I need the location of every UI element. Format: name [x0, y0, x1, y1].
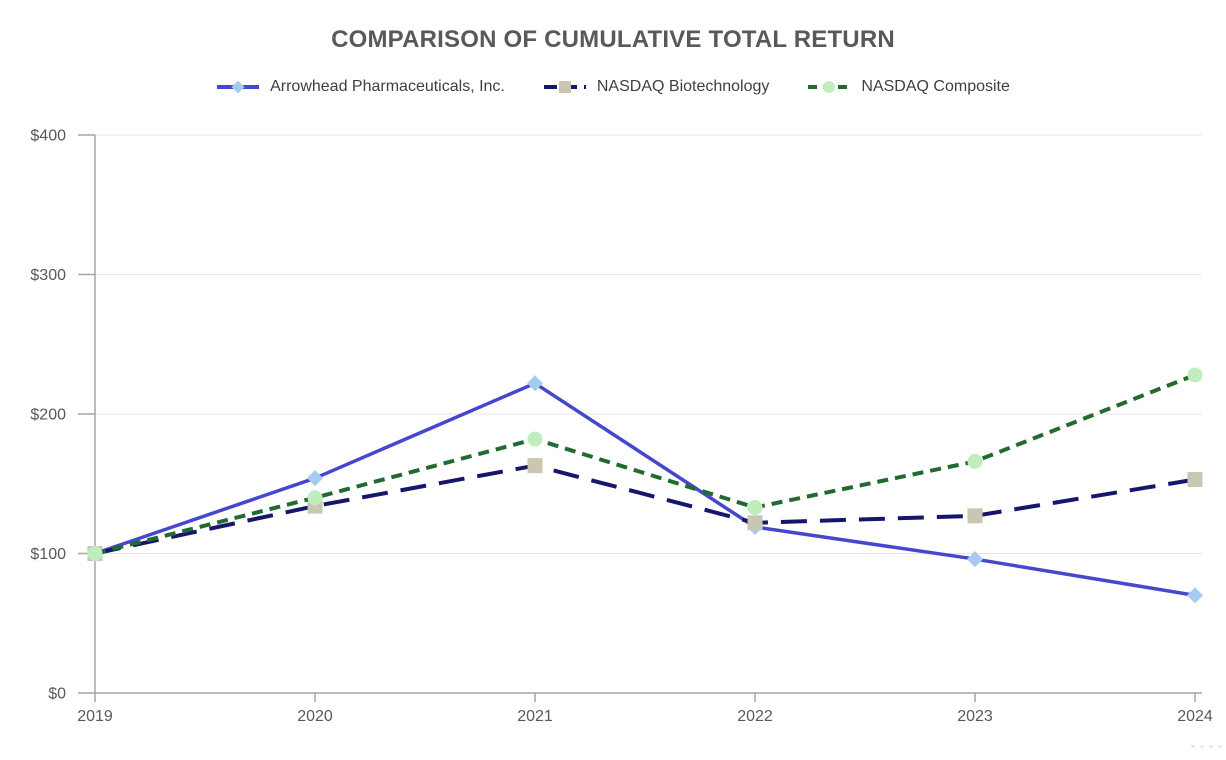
x-tick-label-2021: 2021 [517, 708, 553, 725]
square-marker-2021 [527, 458, 543, 474]
circle-marker-2021 [527, 431, 543, 447]
square-marker-2022 [747, 515, 763, 531]
legend-sample-marker [823, 81, 836, 93]
x-tick-label-2020: 2020 [297, 708, 333, 725]
chart-legend: Arrowhead Pharmaceuticals, Inc. NASDAQ B… [0, 78, 1226, 96]
x-tick-label-2023: 2023 [957, 708, 993, 725]
circle-marker-2022 [747, 499, 763, 515]
legend-item-nasdaq-biotechnology: NASDAQ Biotechnology [543, 78, 770, 96]
legend-sample-svg [543, 81, 586, 93]
series-arrowhead [87, 375, 1203, 604]
diamond-marker-2023 [967, 551, 983, 568]
diamond-marker-2020 [307, 470, 323, 487]
circle-marker-2020 [307, 490, 323, 506]
y-tick-label-$100: $100 [30, 546, 66, 563]
composite-dotted-line-circle-marker-icon [807, 78, 851, 96]
x-tick-label-2019: 2019 [77, 708, 113, 725]
square-marker-2023 [967, 508, 983, 524]
circle-marker-2024 [1187, 367, 1203, 383]
diamond-marker-2021 [527, 375, 543, 392]
series-nasdaq-composite [87, 367, 1203, 561]
legend-label-nasdaq-biotechnology: NASDAQ Biotechnology [596, 78, 770, 95]
y-tick-label-$300: $300 [30, 267, 66, 284]
chart-title: COMPARISON OF CUMULATIVE TOTAL RETURN [331, 26, 895, 53]
y-tick-label-$400: $400 [30, 128, 66, 145]
legend-sample-svg [808, 81, 851, 93]
biotech-dashed-line-square-marker-icon [543, 78, 587, 96]
corner-dots-artifact [1191, 745, 1195, 748]
diamond-marker-2024 [1187, 587, 1203, 604]
y-tick-label-$200: $200 [30, 407, 66, 424]
x-tick-label-2024: 2024 [1177, 708, 1213, 725]
arrowhead-line-diamond-marker-icon [216, 78, 260, 96]
series-line [94, 373, 1196, 556]
y-tick-label-$0: $0 [48, 686, 66, 703]
legend-label-nasdaq-composite: NASDAQ Composite [861, 78, 1010, 95]
series-line [93, 381, 1197, 598]
legend-sample-marker [231, 80, 245, 94]
legend-item-arrowhead: Arrowhead Pharmaceuticals, Inc. [216, 78, 505, 96]
legend-label-arrowhead: Arrowhead Pharmaceuticals, Inc. [270, 78, 505, 95]
square-marker-2024 [1187, 472, 1203, 488]
circle-marker-2019 [87, 546, 103, 561]
series-line [94, 463, 1196, 556]
legend-sample-svg [217, 80, 260, 94]
series-nasdaq-biotechnology [87, 458, 1203, 561]
x-tick-label-2022: 2022 [737, 708, 773, 725]
circle-marker-2023 [967, 453, 983, 469]
legend-sample-marker [558, 81, 571, 93]
legend-item-nasdaq-composite: NASDAQ Composite [807, 78, 1010, 96]
